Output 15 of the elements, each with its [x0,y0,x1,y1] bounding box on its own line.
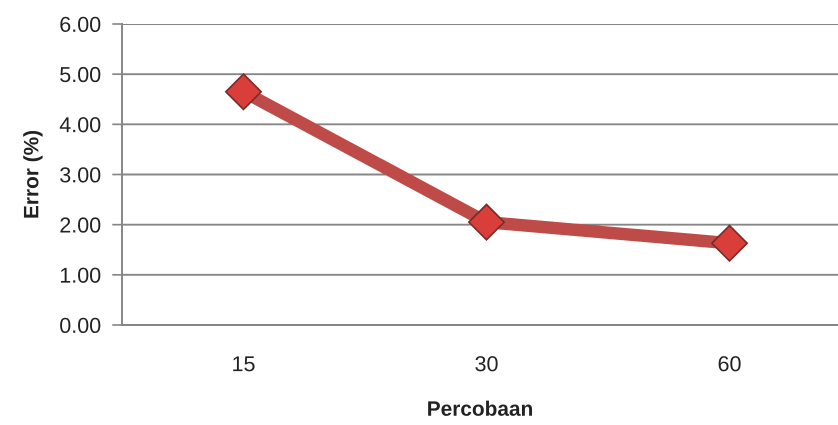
y-axis-title: Error (%) [23,130,43,218]
point [224,73,262,110]
y-tick-label: 4.00 [60,117,100,132]
x-tick-label: 15 [233,356,255,372]
y-tick-label: 2.00 [60,217,100,233]
x-tick-label: 30 [475,356,498,372]
y-tick-label: 0.00 [60,318,100,334]
point [468,204,506,241]
y-tick-label: 6.00 [60,16,100,32]
y-tick-label: 3.00 [60,167,100,183]
y-tick-label: 5.00 [60,66,100,82]
y-tick-label: 1.00 [60,268,100,283]
x-axis-title: Percobaan [428,400,532,416]
point [710,224,748,262]
x-tick-label: 60 [718,356,741,372]
